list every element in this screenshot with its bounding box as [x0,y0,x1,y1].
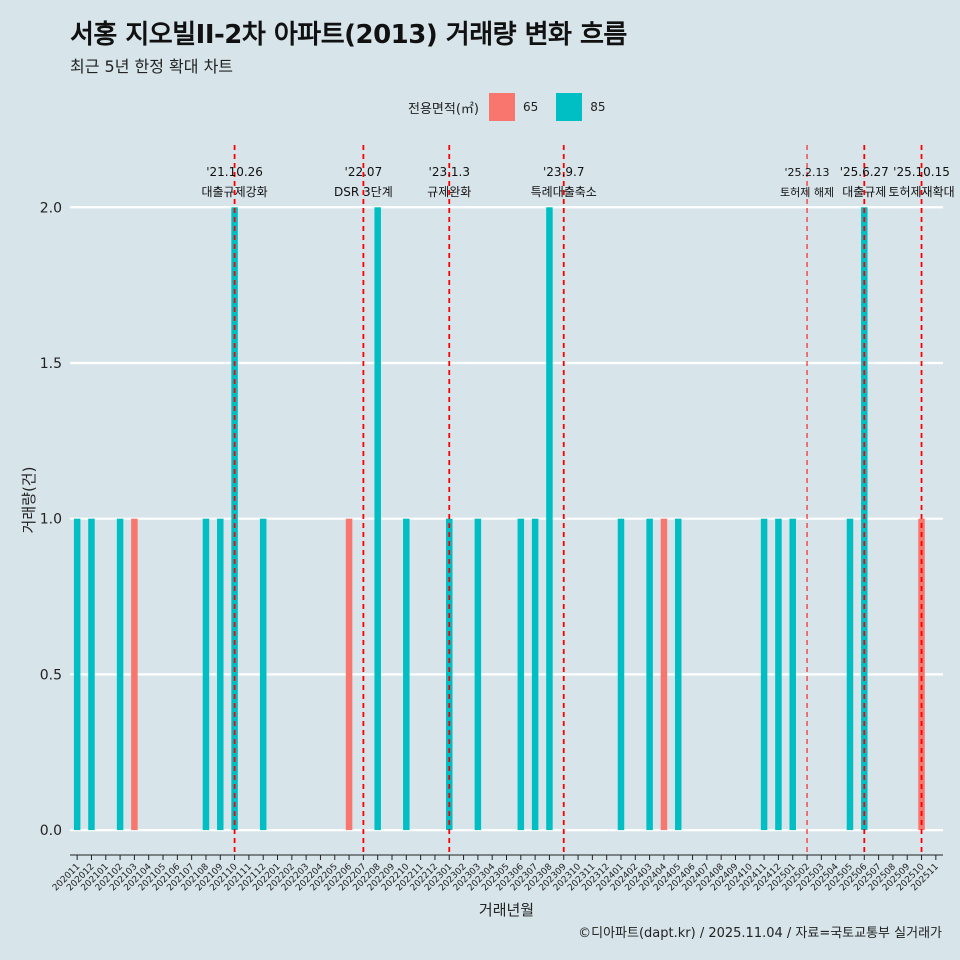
event-date-label: '23.9.7 [543,165,584,179]
bar-85-202112 [259,518,267,831]
event-date-label: '21.10.26 [206,165,263,179]
y-tick-label: 1.0 [40,512,62,528]
bar-85-202505 [846,518,854,831]
bar-85-202012 [88,518,95,831]
event-date-label: '25.2.13 [785,166,830,179]
event-name-label: DSR 3단계 [334,185,393,199]
event-name-label: 규제완화 [427,185,471,199]
event-date-label: '25.10.15 [893,165,950,179]
bar-85-202401 [617,518,625,831]
y-tick-label: 1.5 [40,356,62,372]
legend-title: 전용면적(㎡) [408,101,479,117]
event-name-label: 토허제재확대 [888,185,954,199]
bar-85-202501 [789,518,796,831]
event-date-label: '25.6.27 [840,165,889,179]
bar-85-202308 [546,207,553,831]
bar-85-202208 [374,207,381,831]
bar-85-202210 [403,518,410,831]
bar-85-202403 [646,518,653,831]
x-axis-title: 거래년월 [479,901,534,919]
chart-title: 서홍 지오빌II-2차 아파트(2013) 거래량 변화 흐름 [70,20,627,50]
bar-65-202103 [131,518,138,831]
event-date-label: '22.07 [345,165,383,179]
event-name-label: 대출규제 [842,185,886,199]
bar-85-202109 [217,518,224,831]
bar-85-202301 [446,518,453,831]
bar-65-202206 [345,518,353,831]
bar-65-202510 [918,518,925,831]
event-name-label: 특례대출축소 [531,185,597,199]
legend-label-65: 65 [522,100,539,114]
bar-85-202306 [517,518,525,831]
bar-85-202102 [116,518,124,831]
y-tick-label: 0.5 [40,667,62,683]
chart-subtitle: 최근 5년 한정 확대 차트 [70,57,234,76]
bar-85-202405 [674,518,682,831]
y-tick-label: 0.0 [40,823,62,839]
event-date-label: '23.1.3 [429,165,470,179]
legend-key-85 [556,93,583,121]
legend: 전용면적(㎡) 65 85 [408,92,624,122]
legend-label-85: 85 [590,100,606,114]
y-axis-title: 거래량(건) [20,467,38,534]
legend-key-65 [488,93,515,121]
source-caption: ©디아파트(dapt.kr) / 2025.11.04 / 자료=국토교통부 실… [578,926,942,941]
bar-85-202412 [775,518,782,831]
y-tick-label: 2.0 [40,200,62,216]
bar-85-202411 [760,518,768,831]
event-name-label: 대출규제강화 [201,185,267,199]
bar-65-202404 [660,518,668,831]
bar-85-202011 [73,518,81,831]
event-name-label: 토허제 해제 [780,185,834,199]
bar-85-202108 [202,518,210,831]
bar-85-202303 [474,518,482,831]
bar-85-202307 [531,518,539,831]
